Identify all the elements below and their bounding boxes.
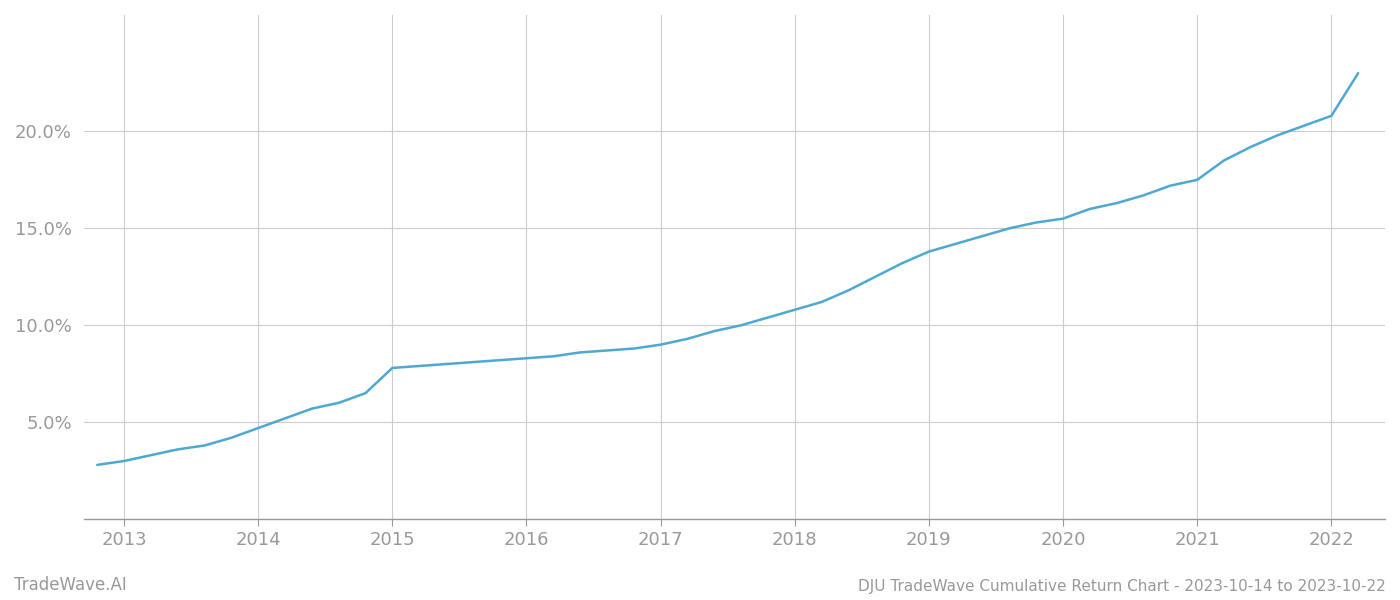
Text: DJU TradeWave Cumulative Return Chart - 2023-10-14 to 2023-10-22: DJU TradeWave Cumulative Return Chart - … [858, 579, 1386, 594]
Text: TradeWave.AI: TradeWave.AI [14, 576, 127, 594]
